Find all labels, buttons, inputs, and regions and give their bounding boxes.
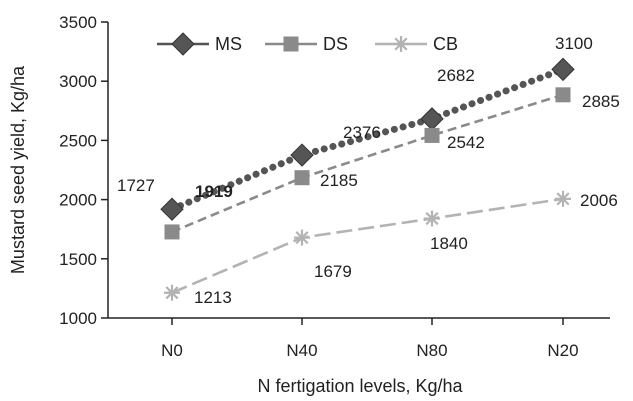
- y-tick-label: 2000: [59, 191, 97, 210]
- y-tick-label: 3000: [59, 72, 97, 91]
- data-point-cb: [424, 210, 440, 227]
- legend-marker-ms: [171, 32, 195, 56]
- x-tick-label: N40: [286, 341, 317, 360]
- data-label-ms: 2376: [343, 123, 381, 142]
- data-point-cb: [164, 284, 180, 301]
- x-tick-label: N0: [161, 341, 183, 360]
- data-label-cb: 2006: [580, 191, 618, 210]
- axes: [107, 22, 610, 319]
- data-point-ds: [294, 170, 310, 186]
- legend-marker-cb: [393, 36, 409, 52]
- data-label-ds: 1727: [117, 176, 155, 195]
- data-label-ms: 3100: [555, 34, 593, 53]
- x-axis-title: N fertigation levels, Kg/ha: [257, 376, 463, 396]
- data-label-cb: 1679: [314, 262, 352, 281]
- y-tick-label: 2500: [59, 131, 97, 150]
- data-label-ms: 1919: [195, 182, 233, 201]
- series-line-ms: [168, 65, 567, 213]
- data-labels: 1919 2376 2682 3100 1727 2185 2542 2885 1213 1679…: [117, 34, 620, 307]
- y-axis-title: Mustard seed yield, Kg/ha: [8, 65, 28, 274]
- legend-label-cb: CB: [433, 34, 458, 54]
- x-tick-label: N80: [416, 341, 447, 360]
- x-tick-label: N20: [547, 341, 578, 360]
- data-point-ds: [424, 127, 440, 143]
- data-label-ds: 2542: [447, 133, 485, 152]
- y-tick-label: 1000: [59, 309, 97, 328]
- data-point-ds: [555, 87, 571, 103]
- y-tick-label: 3500: [59, 13, 97, 32]
- data-point-ms: [160, 197, 184, 221]
- data-point-cb: [555, 190, 571, 207]
- data-point-ds: [164, 224, 180, 240]
- y-ticks: 1000 1500 2000 2500 3000 3500: [59, 13, 108, 328]
- markers-layer: [160, 57, 575, 301]
- y-tick-label: 1500: [59, 250, 97, 269]
- legend-marker-ds: [283, 36, 299, 52]
- data-point-ms: [290, 143, 314, 167]
- legend: MS DS CB: [157, 32, 458, 56]
- x-ticks: N0 N40 N80 N20: [161, 318, 579, 360]
- data-label-ds: 2885: [582, 92, 620, 111]
- data-label-cb: 1213: [194, 288, 232, 307]
- legend-label-ms: MS: [215, 34, 242, 54]
- series-line-ds: [171, 93, 564, 234]
- data-point-ms: [551, 57, 575, 82]
- data-label-ds: 2185: [320, 171, 358, 190]
- series-layer: [168, 65, 567, 294]
- data-point-cb: [294, 229, 310, 246]
- data-point-ms: [420, 107, 444, 131]
- data-label-cb: 1840: [430, 234, 468, 253]
- legend-label-ds: DS: [323, 34, 348, 54]
- series-line-cb: [171, 197, 564, 294]
- data-label-ms: 2682: [437, 66, 475, 85]
